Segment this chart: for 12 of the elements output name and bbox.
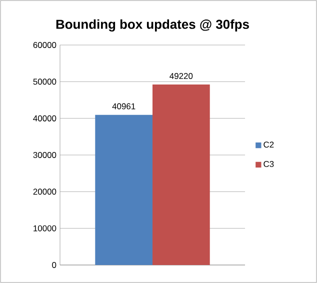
y-tick-label: 20000 [33,188,56,195]
y-tick-label: 30000 [33,152,56,158]
data-label: 49220 [170,73,193,80]
y-tick-label: 10000 [34,225,56,232]
y-tick-label: 0 [52,262,56,268]
y-tick-label: 60000 [33,42,56,48]
y-tick-label: 40000 [33,115,56,122]
data-label: 40961 [112,103,136,110]
legend-label: C3 [264,161,274,167]
chart-title: Bounding box updates @ 30fps [56,19,249,32]
y-tick-label: 50000 [33,78,56,85]
legend-label: C2 [264,142,274,148]
